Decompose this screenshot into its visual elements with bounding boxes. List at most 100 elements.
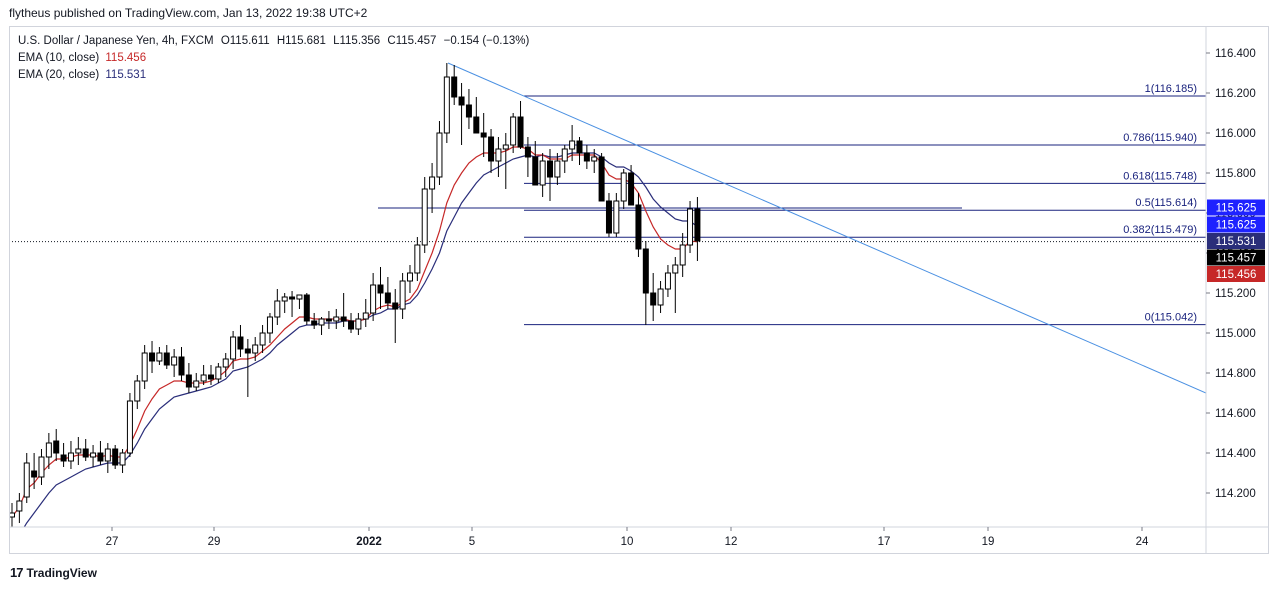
candle-body [377,284,384,294]
y-tick-label: 116.000 [1215,128,1256,140]
candle-body [82,448,89,458]
fib-level-label: 0.5(115.614) [1135,197,1197,209]
candle-body [193,380,200,388]
candle-body [458,96,465,106]
candle-body [303,294,310,322]
candle-body [200,374,207,382]
candle-body [443,76,450,134]
candle-body [370,284,377,314]
candle-body [126,400,133,454]
candle-body [134,380,141,402]
candle-body [362,312,369,320]
candle-body [524,146,531,158]
price-axis-label-bg [1207,216,1265,233]
candle-body [289,296,296,300]
ema10-legend: EMA (10, close) 115.456 [18,52,146,64]
candle-body [657,288,664,306]
candle-body [635,204,642,250]
candle-body [274,300,281,318]
candle-body [97,452,104,462]
ema10-value: 115.456 [105,52,147,64]
candle-body [613,200,620,234]
candle-body [694,208,701,242]
candle-body [421,188,428,246]
x-tick-label: 5 [469,536,475,548]
candle-body [429,176,436,190]
fib-level-label: 0.618(115.748) [1123,170,1197,182]
candle-body [311,320,318,326]
candle-body [502,144,509,150]
y-tick-label: 115.800 [1215,168,1256,180]
candle-body [473,116,480,134]
price-axis-label: 115.625 [1216,203,1257,215]
y-tick-label: 114.200 [1215,488,1256,500]
candle-body [547,160,554,178]
candle-body [583,152,590,162]
candle-body [480,132,487,138]
x-tick-label: 19 [982,536,995,548]
ohlc-close: C115.457 [387,35,437,47]
x-tick-label: 27 [106,536,119,548]
candle-body [414,244,421,274]
price-axis-label-bg [1207,266,1265,282]
y-tick-label: 114.400 [1215,448,1256,460]
candle-body [104,448,111,462]
candle-body [266,316,273,334]
candle-body [60,454,67,462]
candle-body [348,320,355,330]
x-tick-label: 2022 [356,536,382,548]
tradingview-logo[interactable]: 17 TradingView [10,565,97,580]
ohlc-open: O115.611 [220,35,270,47]
candle-body [576,140,583,154]
candle-body [156,352,163,362]
ema20-value: 115.531 [105,69,147,81]
y-tick-label: 116.400 [1215,48,1256,60]
candle-body [75,448,82,454]
candle-body [642,248,649,294]
chart-frame[interactable] [9,26,1269,554]
candle-body [687,208,694,246]
price-axis-label: 115.456 [1216,269,1257,281]
symbol-legend: U.S. Dollar / Japanese Yen, 4h, FXCM O11… [18,35,529,47]
ohlc-high: H115.681 [276,35,326,47]
candle-body [488,136,495,162]
fib-level-label: 1(116.185) [1145,83,1197,95]
candle-body [355,318,362,330]
candle-body [31,470,38,478]
candle-body [10,512,15,518]
candle-body [532,156,539,186]
candle-body [333,316,340,322]
candle-body [510,116,517,146]
candle-body [495,148,502,162]
y-tick-label: 115.000 [1215,328,1256,340]
x-tick-label: 24 [1136,536,1149,548]
candle-body [259,332,266,346]
candle-body [163,352,170,366]
candle-body [112,448,119,466]
fib-level-label: 0.786(115.940) [1123,132,1197,144]
candle-body [451,76,458,98]
candle-body [598,156,605,202]
ema10-line [11,146,698,518]
candle-body [141,352,148,382]
candle-body [244,348,251,354]
price-axis-label: 115.625 [1216,220,1257,232]
candle-body [517,116,524,148]
candle-body [23,462,30,498]
plot-area: 1(116.185) 0.786(115.940) 0.618(115.748) 0.… [10,62,1206,527]
y-tick-label: 114.600 [1215,408,1256,420]
candle-body [281,296,288,302]
candle-body [591,156,598,162]
candle-body [237,336,244,350]
candle-body [119,452,126,466]
candle-body [392,302,399,310]
tradingview-logo-icon: 17 [10,565,24,580]
candle-body [672,264,679,274]
candle-body [90,452,97,458]
y-tick-label: 115.200 [1215,288,1256,300]
price-axis-label-bg [1207,249,1265,266]
published-by-line: flytheus published on TradingView.com, J… [9,6,368,20]
candle-body [554,160,561,178]
price-axis-label-bg [1207,199,1265,216]
